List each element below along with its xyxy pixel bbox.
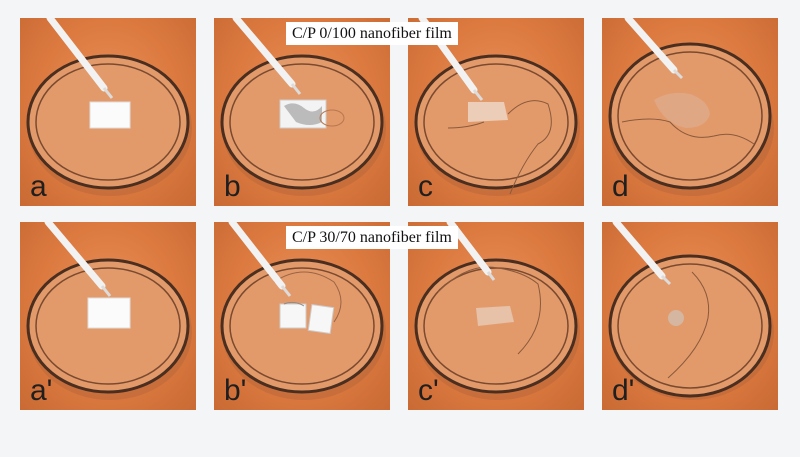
panel-label-b-prime: b' (224, 374, 247, 407)
caption-bottom-row: C/P 30/70 nanofiber film (286, 226, 458, 249)
petri-dish-photo (220, 222, 386, 400)
panel-a: a (20, 18, 196, 206)
petri-dish-photo (414, 18, 580, 196)
panel-label-d-prime: d' (612, 374, 635, 407)
panel-a-prime: a' (20, 222, 196, 410)
panel-label-a-prime: a' (30, 374, 53, 407)
panel-label-b: b (224, 170, 241, 203)
panel-label-d: d (612, 170, 629, 203)
petri-dish-photo (608, 222, 774, 400)
panel-label-c-prime: c' (418, 374, 439, 407)
petri-dish-photo (608, 18, 774, 196)
panel-label-a: a (30, 170, 47, 203)
caption-top-row: C/P 0/100 nanofiber film (286, 22, 458, 45)
panel-d-prime: d' (602, 222, 778, 410)
petri-dish-photo (414, 222, 580, 400)
panel-c: c (408, 18, 584, 206)
panel-d: d (602, 18, 778, 206)
panel-label-c: c (418, 170, 433, 203)
petri-dish-photo (26, 222, 192, 400)
petri-dish-photo (26, 18, 192, 196)
panel-b-prime: b' (214, 222, 390, 410)
panel-c-prime: c' (408, 222, 584, 410)
petri-dish-photo (220, 18, 386, 196)
panel-b: b (214, 18, 390, 206)
